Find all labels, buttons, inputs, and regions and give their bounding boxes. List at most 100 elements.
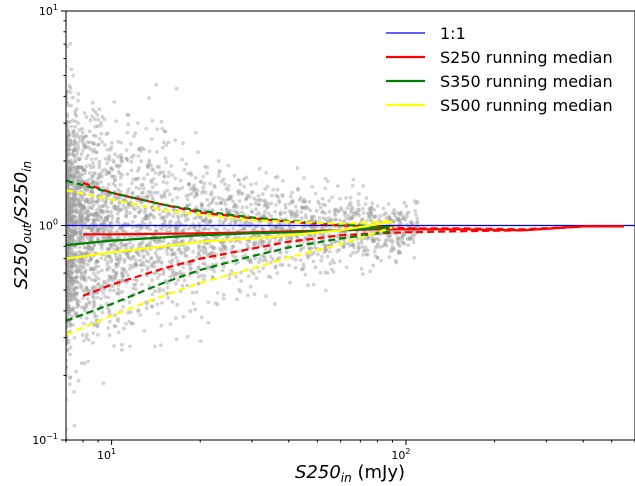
scatter-point: [90, 294, 95, 299]
scatter-point: [280, 226, 285, 231]
scatter-point: [165, 212, 170, 216]
scatter-point: [121, 304, 125, 309]
scatter-point: [109, 226, 114, 231]
scatter-point: [81, 210, 86, 215]
scatter-point: [66, 250, 69, 255]
scatter-point: [70, 294, 74, 299]
scatter-point: [66, 338, 71, 343]
scatter-point: [95, 124, 100, 128]
scatter-point: [79, 208, 84, 212]
scatter-point: [67, 152, 72, 157]
scatter-point: [71, 209, 76, 213]
scatter-point: [146, 213, 151, 218]
scatter-point: [174, 227, 179, 232]
scatter-point: [111, 269, 116, 274]
scatter-point: [115, 246, 120, 251]
scatter-point: [201, 261, 206, 266]
scatter-point: [76, 99, 80, 103]
scatter-point: [245, 242, 249, 247]
scatter-point: [136, 176, 141, 181]
scatter-point: [170, 258, 175, 262]
scatter-point: [139, 263, 144, 268]
scatter-point: [73, 112, 78, 116]
scatter-point: [73, 263, 78, 267]
scatter-point: [69, 199, 74, 204]
scatter-point: [141, 190, 146, 195]
scatter-point: [73, 197, 77, 201]
scatter-point: [272, 302, 277, 306]
scatter-point: [85, 217, 90, 222]
scatter-point: [105, 267, 110, 271]
scatter-point: [86, 289, 91, 294]
scatter-point: [85, 215, 90, 219]
scatter-point: [118, 242, 123, 246]
scatter-point: [356, 248, 361, 252]
scatter-point: [94, 229, 99, 233]
scatter-point: [256, 194, 261, 198]
scatter-point: [87, 275, 91, 280]
scatter-point: [95, 259, 100, 264]
scatter-point: [292, 213, 297, 218]
scatter-point: [118, 175, 123, 180]
scatter-point: [321, 202, 326, 207]
scatter-point: [146, 259, 151, 264]
scatter-point: [93, 321, 98, 326]
scatter-point: [125, 130, 130, 135]
scatter-point: [90, 174, 94, 178]
scatter-point: [195, 215, 200, 220]
scatter-point: [257, 220, 261, 224]
scatter-point: [154, 229, 158, 234]
scatter-point: [91, 170, 96, 175]
scatter-point: [194, 192, 199, 196]
scatter-point: [364, 246, 368, 250]
scatter-point: [66, 285, 69, 290]
scatter-point: [155, 150, 159, 154]
scatter-point: [398, 250, 402, 255]
scatter-point: [256, 202, 261, 207]
scatter-point: [136, 205, 141, 210]
scatter-point: [66, 342, 69, 347]
scatter-point: [252, 292, 257, 297]
scatter-point: [67, 211, 72, 216]
scatter-point: [66, 289, 70, 294]
scatter-point: [191, 185, 195, 190]
scatter-point: [99, 208, 103, 213]
scatter-point: [164, 291, 169, 296]
scatter-point: [96, 281, 101, 286]
scatter-point: [73, 230, 78, 235]
scatter-point: [194, 290, 199, 295]
scatter-point: [83, 143, 88, 148]
scatter-point: [105, 263, 110, 267]
scatter-point: [402, 216, 406, 221]
scatter-point: [88, 226, 92, 231]
scatter-point: [250, 190, 255, 195]
scatter-point: [184, 203, 189, 208]
scatter-point: [193, 130, 198, 135]
scatter-point: [233, 203, 237, 207]
scatter-point: [246, 193, 250, 198]
scatter-point: [84, 134, 89, 139]
scatter-point: [360, 272, 365, 277]
scatter-point: [287, 202, 292, 206]
scatter-point: [125, 242, 129, 247]
scatter-point: [66, 165, 69, 170]
scatter-point: [88, 118, 93, 123]
scatter-point: [81, 260, 85, 265]
scatter-point: [357, 213, 362, 218]
scatter-point: [415, 221, 419, 226]
scatter-point: [333, 211, 337, 216]
scatter-point: [194, 193, 199, 198]
scatter-point: [142, 176, 146, 181]
scatter-point: [90, 114, 94, 119]
scatter-point: [67, 228, 71, 233]
scatter-point: [79, 305, 84, 310]
scatter-point: [66, 163, 70, 167]
scatter-point: [140, 282, 144, 287]
scatter-point: [66, 164, 69, 169]
scatter-point: [96, 237, 100, 242]
scatter-point: [295, 188, 300, 192]
scatter-point: [70, 260, 75, 265]
scatter-point: [280, 226, 285, 231]
scatter-point: [83, 268, 88, 273]
scatter-point: [113, 174, 117, 179]
